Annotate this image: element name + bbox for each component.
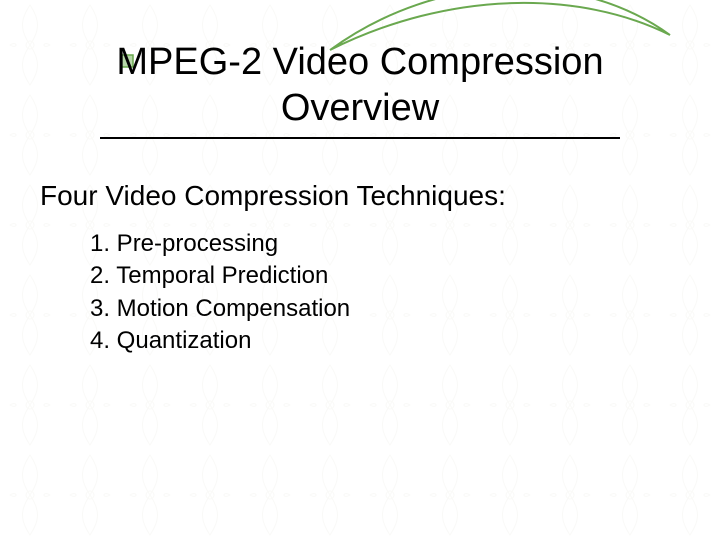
list-item: 3. Motion Compensation xyxy=(90,293,350,325)
technique-list: 1. Pre-processing 2. Temporal Prediction… xyxy=(90,228,350,358)
slide-title: MPEG-2 Video Compression Overview xyxy=(60,40,660,131)
title-underline xyxy=(100,137,620,139)
list-item: 1. Pre-processing xyxy=(90,228,350,260)
list-item: 4. Quantization xyxy=(90,325,350,357)
slide-subtitle: Four Video Compression Techniques: xyxy=(40,180,506,212)
list-item: 2. Temporal Prediction xyxy=(90,260,350,292)
slide-title-block: MPEG-2 Video Compression Overview xyxy=(0,40,720,139)
